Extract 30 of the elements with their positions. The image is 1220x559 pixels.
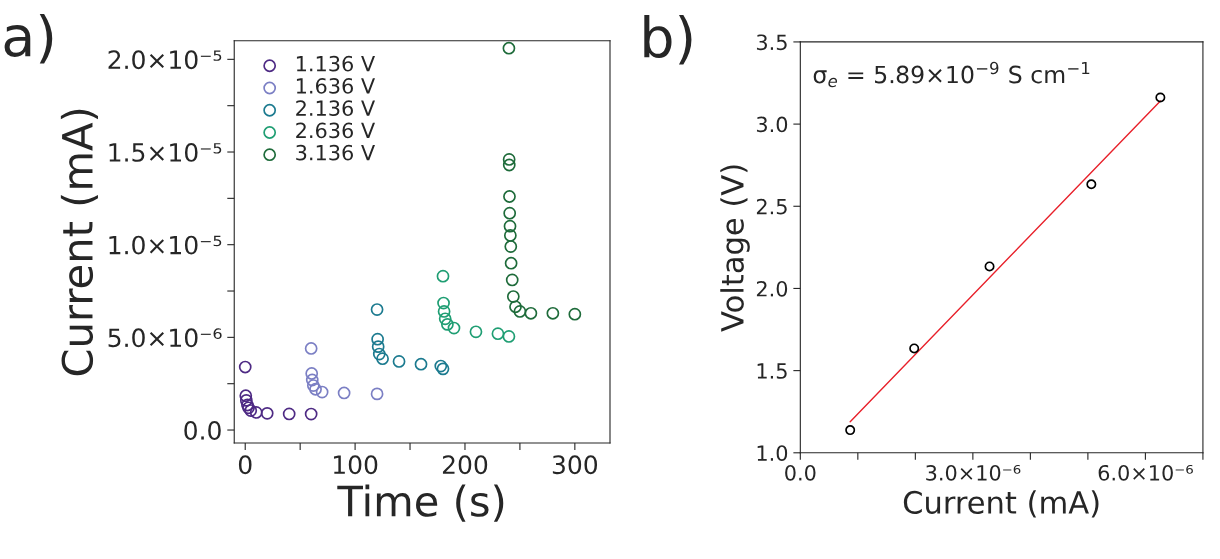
y-tick-label: 1.5 (757, 363, 787, 379)
x-tick-label: 100 (333, 455, 378, 475)
y-tick-label: 3.5 (756, 34, 787, 51)
text: b) (644, 15, 692, 65)
text: a) (4, 13, 53, 64)
legend-label: 1.136 V (296, 55, 375, 72)
x-tick-label: 3.0×10⁻⁶ (926, 464, 1021, 481)
y-tick-label: 1.5×10⁻⁵ (109, 142, 222, 162)
x-tick-label: 6.0×10⁻⁶ (1098, 464, 1193, 481)
x-tick-label: 0.0 (785, 464, 816, 481)
x-tick-label: 0 (238, 455, 252, 475)
y-tick-label: 0.0 (184, 420, 221, 440)
y-axis-title: Current (mA) (60, 109, 98, 376)
y-tick-label: 1.0 (757, 445, 788, 461)
y-tick-label: 1.0×10⁻⁵ (109, 235, 222, 255)
x-tick-label: 200 (442, 455, 488, 475)
legend-label: 2.636 V (296, 122, 375, 139)
y-tick-label: 2.5 (756, 198, 787, 215)
legend-label: 3.136 V (296, 144, 375, 161)
x-axis-title: Time (s) (337, 484, 504, 522)
y-axis-title: Voltage (V) (720, 165, 750, 332)
legend-label: 1.636 V (296, 78, 375, 94)
y-tick-label: 2.0×10⁻⁵ (108, 50, 222, 70)
x-axis-title: Current (mA) (903, 490, 1099, 518)
annotation: σ$_{e}$ = 5.89×10$^{−9}$ S cm$^{−1}$ (813, 61, 1090, 88)
y-tick-label: 3.0 (756, 116, 788, 133)
y-tick-label: 2.0 (756, 280, 788, 297)
y-tick-label: 5.0×10⁻⁶ (108, 328, 222, 348)
legend-label: 2.136 V (296, 100, 375, 117)
x-tick-label: 300 (552, 455, 598, 475)
